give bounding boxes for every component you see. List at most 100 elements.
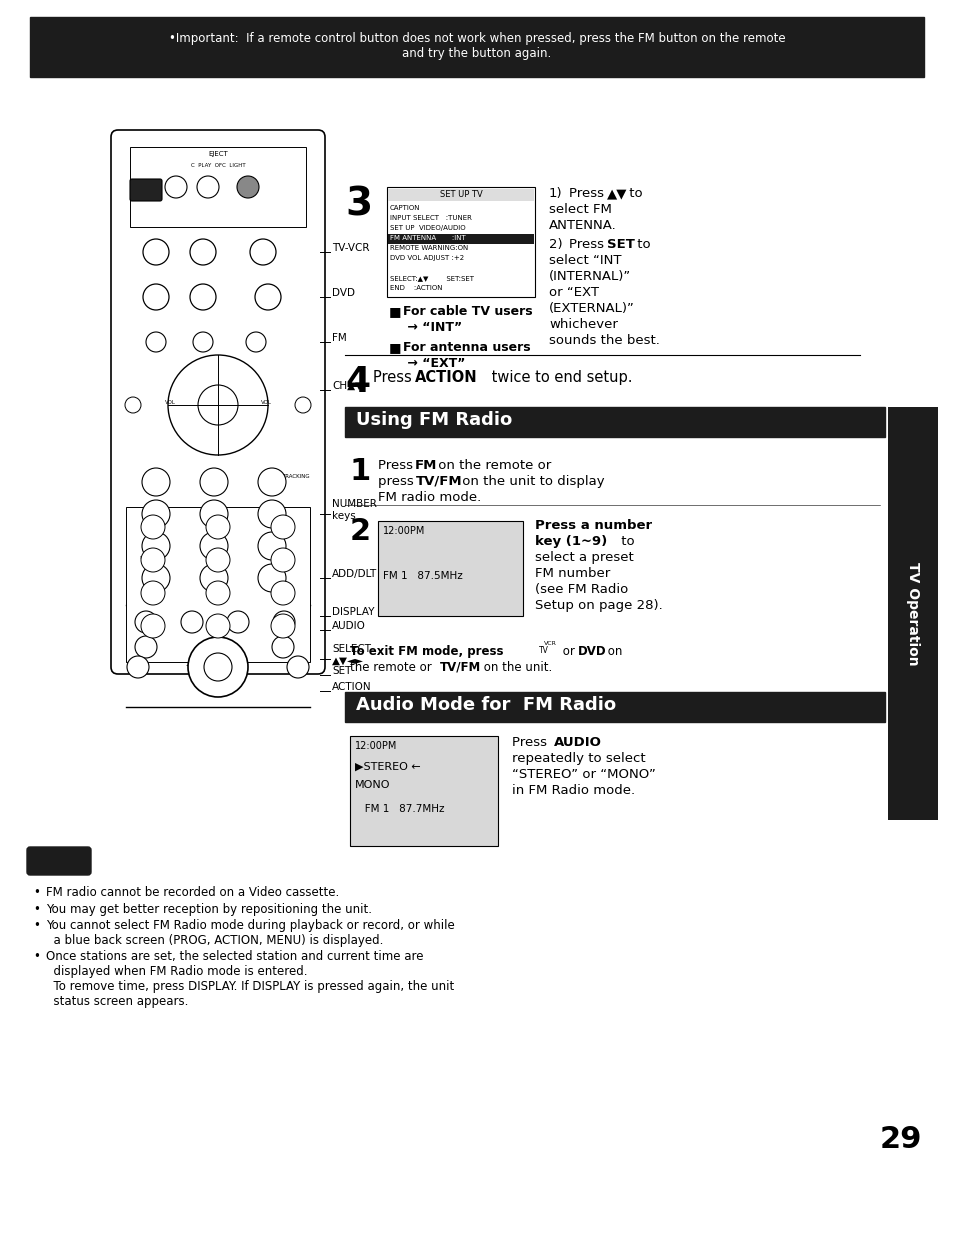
Text: •Important:  If a remote control button does not work when pressed, press the FM: •Important: If a remote control button d…	[169, 32, 784, 44]
Text: ■: ■	[389, 341, 401, 354]
Text: TV-VCR: TV-VCR	[332, 243, 369, 253]
Text: or “EXT: or “EXT	[548, 287, 598, 299]
FancyBboxPatch shape	[130, 179, 162, 201]
Text: ►: ►	[236, 659, 244, 669]
Text: ACTION: ACTION	[415, 370, 477, 385]
Text: in FM Radio mode.: in FM Radio mode.	[512, 784, 635, 797]
Text: (EXTERNAL)”: (EXTERNAL)”	[548, 303, 634, 315]
Circle shape	[287, 656, 309, 678]
Text: CH: CH	[213, 400, 222, 405]
Text: ANGLE: ANGLE	[183, 618, 200, 622]
Text: For cable TV users: For cable TV users	[402, 305, 532, 317]
Bar	[130, 147, 306, 227]
Text: You may get better reception by repositioning the unit.: You may get better reception by repositi…	[46, 903, 372, 915]
Text: FM: FM	[332, 333, 346, 343]
Text: SELECT:▲▼        SET:SET: SELECT:▲▼ SET:SET	[390, 275, 474, 282]
FancyBboxPatch shape	[27, 847, 91, 876]
Circle shape	[142, 532, 170, 559]
Text: CAPTION: CAPTION	[390, 205, 420, 211]
Text: EJECT: EJECT	[208, 151, 228, 157]
Bar	[345, 408, 884, 437]
Text: to: to	[624, 186, 642, 200]
Text: GWIZMO: GWIZMO	[209, 622, 227, 626]
Bar	[887, 408, 937, 820]
Circle shape	[190, 240, 215, 266]
Text: 4: 4	[345, 366, 370, 399]
Text: on the unit to display: on the unit to display	[457, 475, 604, 488]
Text: VCR: VCR	[543, 641, 557, 646]
Text: 100: 100	[148, 572, 164, 580]
Circle shape	[135, 611, 157, 634]
Circle shape	[146, 332, 166, 352]
Bar	[388, 189, 534, 201]
Text: (see FM Radio: (see FM Radio	[535, 583, 628, 597]
Text: INPUT SELECT   :TUNER: INPUT SELECT :TUNER	[390, 215, 472, 221]
Text: EPOD: EPOD	[277, 622, 289, 626]
Text: AUDIO: AUDIO	[332, 621, 366, 631]
Text: STOP: STOP	[213, 556, 223, 559]
Circle shape	[206, 580, 230, 605]
Text: “STEREO” or “MONO”: “STEREO” or “MONO”	[512, 768, 656, 781]
Circle shape	[165, 177, 187, 198]
Circle shape	[142, 564, 170, 592]
Bar	[345, 692, 884, 722]
Text: ADD/DLT: ADD/DLT	[332, 569, 376, 579]
Text: 6: 6	[269, 508, 274, 516]
Text: SUBTITLE: SUBTITLE	[226, 618, 250, 622]
Circle shape	[246, 332, 266, 352]
Text: For antenna users: For antenna users	[402, 341, 530, 354]
Text: 2: 2	[212, 475, 216, 484]
Text: AUDIO: AUDIO	[554, 736, 601, 748]
Circle shape	[257, 468, 286, 496]
Circle shape	[206, 614, 230, 638]
Text: Notes: Notes	[40, 853, 78, 867]
Text: 2 10: 2 10	[196, 337, 209, 342]
Circle shape	[206, 548, 230, 572]
Text: DVD VOL ADJUST :+2: DVD VOL ADJUST :+2	[390, 254, 464, 261]
Circle shape	[196, 177, 219, 198]
Text: TV/FM: TV/FM	[439, 661, 480, 674]
Text: or: or	[558, 645, 578, 658]
Text: TV
VCR: TV VCR	[151, 249, 161, 259]
Text: C  PLAY  OFC  LIGHT: C PLAY OFC LIGHT	[191, 163, 245, 168]
Text: → “EXT”: → “EXT”	[402, 357, 465, 370]
Text: You cannot select FM Radio mode during playback or record, or while
  a blue bac: You cannot select FM Radio mode during p…	[46, 919, 455, 947]
Text: 2: 2	[350, 517, 371, 546]
Text: VOL: VOL	[260, 399, 272, 405]
Text: on the remote or: on the remote or	[434, 459, 551, 472]
Circle shape	[227, 611, 249, 634]
Text: Setup on page 28).: Setup on page 28).	[535, 599, 662, 613]
Text: 2): 2)	[548, 238, 562, 251]
Text: DISC: DISC	[278, 589, 288, 593]
Text: VOL: VOL	[164, 399, 175, 405]
Circle shape	[200, 532, 228, 559]
Text: AUDIO: AUDIO	[138, 618, 153, 622]
Text: POWER: POWER	[135, 191, 156, 196]
Circle shape	[204, 653, 232, 680]
Text: NUMBER
keys: NUMBER keys	[332, 499, 376, 521]
Text: 9: 9	[269, 540, 274, 548]
Circle shape	[141, 614, 165, 638]
Text: •: •	[33, 950, 40, 963]
Text: To exit FM mode, press: To exit FM mode, press	[350, 645, 507, 658]
Text: to: to	[633, 238, 650, 251]
Text: TV Operation: TV Operation	[905, 562, 919, 666]
Circle shape	[271, 580, 294, 605]
Text: FM 1   87.7MHz: FM 1 87.7MHz	[355, 804, 444, 814]
Circle shape	[200, 564, 228, 592]
Circle shape	[142, 500, 170, 529]
Text: 8: 8	[212, 540, 216, 548]
Text: (INTERNAL)”: (INTERNAL)”	[548, 270, 631, 283]
Text: select FM: select FM	[548, 203, 611, 216]
Text: 1: 1	[153, 475, 158, 484]
Text: SELECT
▲▼◄►: SELECT ▲▼◄►	[332, 645, 371, 666]
Text: Press: Press	[568, 186, 608, 200]
Bar	[387, 186, 535, 296]
Circle shape	[273, 611, 294, 634]
Text: FM: FM	[252, 337, 259, 342]
Text: 29: 29	[879, 1125, 922, 1153]
Circle shape	[188, 637, 248, 697]
Text: TITLE: TITLE	[139, 642, 152, 647]
Circle shape	[271, 614, 294, 638]
Text: Press: Press	[512, 736, 551, 748]
